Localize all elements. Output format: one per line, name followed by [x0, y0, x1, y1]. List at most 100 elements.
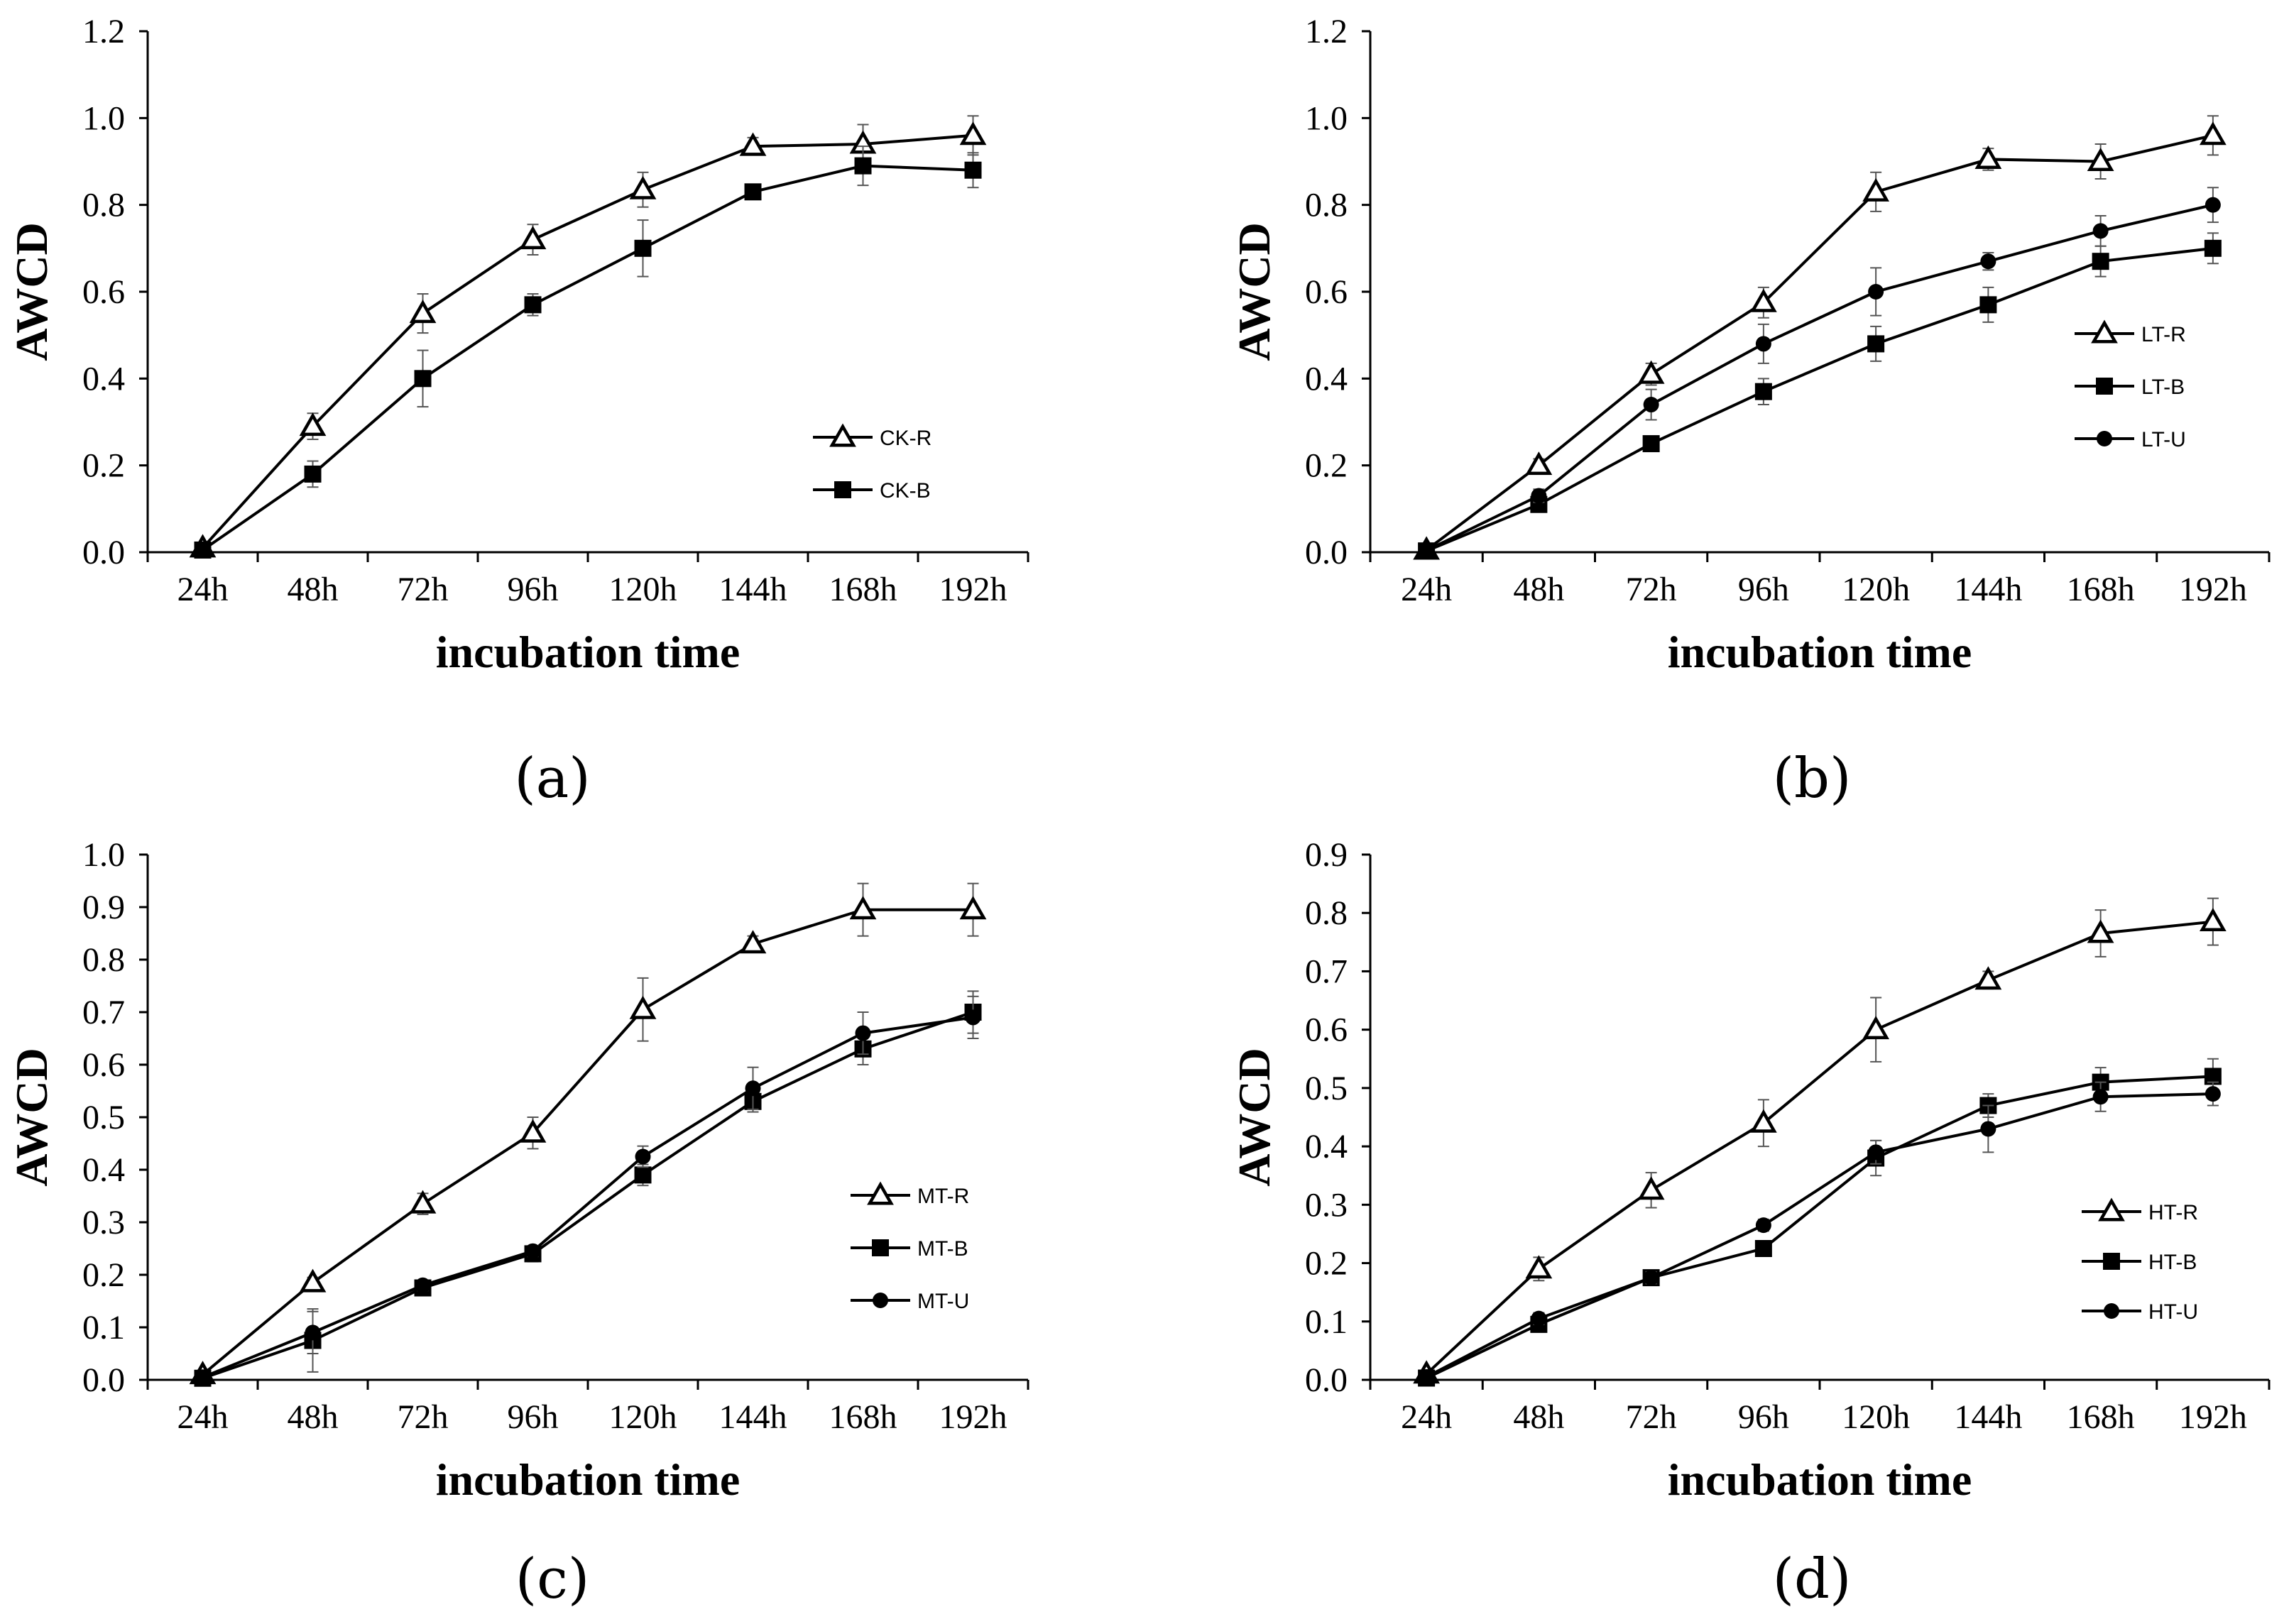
data-point — [965, 1009, 981, 1026]
data-point — [849, 896, 877, 920]
x-axis-title: incubation time — [1668, 627, 1972, 677]
y-tick-label: 0.6 — [82, 1046, 125, 1084]
legend-label: CK-B — [880, 479, 931, 503]
y-tick-label: 0.2 — [1305, 1245, 1348, 1283]
data-point — [299, 412, 327, 437]
series-line — [1425, 133, 2214, 552]
y-tick-label: 1.0 — [82, 836, 125, 874]
legend-marker — [2097, 431, 2112, 446]
legend-label: HT-U — [2148, 1300, 2198, 1324]
legend-label: HT-R — [2148, 1201, 2198, 1224]
legend-marker — [829, 423, 856, 447]
x-tick-label: 144h — [1954, 1398, 2022, 1436]
data-point — [1754, 1240, 1772, 1257]
y-tick-label: 0.7 — [82, 994, 125, 1031]
legend-marker — [2091, 319, 2118, 344]
chart-panel-c: 0.0 0.1 0.2 0.3 0.4 0.5 0.6 0.7 0.8 0.9 1.0 24h 48h 7… — [6, 836, 1029, 1505]
data-point — [409, 300, 437, 324]
x-tick-label: 24h — [1401, 571, 1452, 608]
data-point — [634, 1166, 652, 1184]
series-line — [202, 164, 973, 552]
y-tick-label: 0.8 — [82, 187, 125, 224]
y-tick-label: 0.6 — [1305, 273, 1348, 311]
x-tick-label: 24h — [177, 571, 229, 608]
data-point — [1974, 145, 2002, 169]
data-point — [519, 226, 547, 250]
data-point — [2092, 1089, 2109, 1105]
y-tick-label: 0.4 — [1305, 360, 1348, 397]
data-point — [1755, 1217, 1771, 1234]
x-tick-label: 144h — [719, 1398, 787, 1436]
data-point — [1868, 284, 1884, 300]
y-tick-label: 0.5 — [82, 1099, 125, 1136]
legend-marker — [2104, 1303, 2119, 1319]
data-point — [1531, 1310, 1547, 1327]
data-point — [629, 175, 657, 199]
y-tick-label: 0.8 — [1305, 894, 1348, 932]
x-tick-label: 120h — [609, 1398, 677, 1436]
y-tick-label: 0.4 — [1305, 1128, 1348, 1165]
series-line — [1426, 1092, 2213, 1378]
y-tick-label: 0.4 — [82, 1151, 125, 1189]
data-point — [305, 1324, 321, 1341]
y-tick-label: 0.6 — [82, 273, 125, 311]
data-point — [1980, 1121, 1996, 1137]
legend-marker — [867, 1181, 894, 1205]
data-point — [964, 161, 982, 179]
x-tick-label: 48h — [288, 1398, 339, 1436]
series-line — [1426, 203, 2214, 552]
x-axis-title: incubation time — [436, 627, 740, 677]
series-LT-R — [1413, 115, 2227, 560]
x-tick-label: 120h — [609, 571, 677, 608]
y-tick-label: 0.2 — [82, 447, 125, 485]
y-tick-label: 0.8 — [82, 941, 125, 979]
data-point — [1643, 1270, 1659, 1286]
x-tick-label: 48h — [288, 571, 339, 608]
data-point — [2199, 908, 2227, 932]
legend-label: LT-U — [2141, 428, 2186, 451]
data-point — [1749, 288, 1777, 312]
data-point — [195, 1369, 211, 1386]
panel-label-d: (d) — [1772, 1547, 1852, 1611]
y-tick-label: 0.7 — [1305, 953, 1348, 990]
chart-panel-d: 0.0 0.1 0.2 0.3 0.4 0.5 0.6 0.7 0.8 0.9 24h 48h 72h 9… — [1229, 836, 2271, 1505]
y-tick-label: 0.2 — [82, 1256, 125, 1294]
data-point — [414, 370, 432, 388]
y-axis-title: AWCD — [6, 1048, 57, 1187]
x-tick-label: 120h — [1842, 1398, 1910, 1436]
x-axis-title: incubation time — [1668, 1454, 1972, 1505]
data-point — [1531, 488, 1547, 504]
x-tick-label: 120h — [1842, 571, 1910, 608]
y-tick-label: 1.0 — [1305, 99, 1348, 137]
legend-label: CK-R — [880, 427, 932, 450]
y-tick-label: 1.2 — [82, 13, 125, 50]
data-point — [1525, 451, 1553, 476]
data-point — [739, 930, 767, 954]
y-tick-label: 0.8 — [1305, 187, 1348, 224]
data-point — [1419, 542, 1435, 559]
data-point — [629, 995, 657, 1019]
data-point — [1637, 1176, 1665, 1200]
data-point — [1749, 1109, 1777, 1133]
y-tick-label: 0.3 — [1305, 1186, 1348, 1224]
panel-label-c: (c) — [515, 1547, 590, 1611]
data-point — [1643, 397, 1659, 413]
x-tick-label: 24h — [177, 1398, 229, 1436]
data-point — [415, 1277, 431, 1293]
series-line — [202, 1011, 974, 1380]
series-line — [1425, 920, 2214, 1376]
x-tick-label: 96h — [1738, 1398, 1789, 1436]
legend-marker — [2098, 1197, 2125, 1222]
y-tick-label: 0.9 — [82, 889, 125, 926]
y-tick-label: 0.1 — [1305, 1303, 1348, 1341]
series-LT-B — [1418, 232, 2222, 560]
data-point — [1980, 253, 1996, 270]
y-tick-label: 0.3 — [82, 1204, 125, 1241]
data-point — [194, 541, 212, 559]
y-axis-title: AWCD — [1229, 222, 1279, 361]
series-MT-B — [194, 990, 982, 1387]
x-tick-label: 192h — [2179, 571, 2247, 608]
x-tick-label: 72h — [1626, 571, 1677, 608]
series-line — [202, 1016, 973, 1379]
x-tick-label: 168h — [829, 1398, 897, 1436]
